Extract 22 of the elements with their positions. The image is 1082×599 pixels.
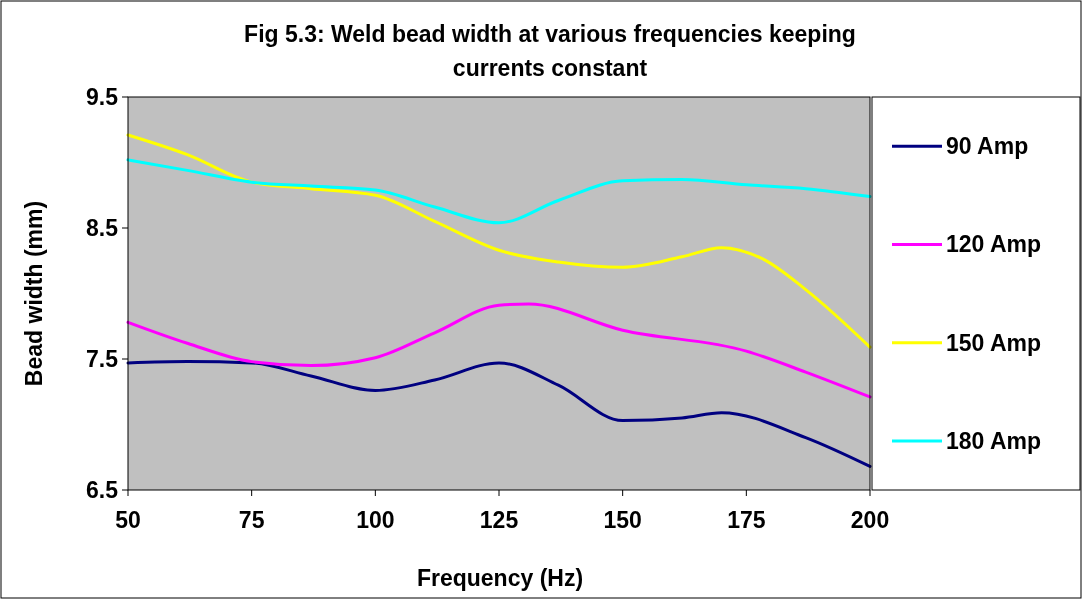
y-tick-label: 9.5	[86, 84, 119, 111]
x-axis-title: Frequency (Hz)	[416, 565, 584, 591]
x-tick-label: 125	[479, 507, 519, 533]
y-tick-label: 6.5	[86, 477, 119, 504]
x-tick-label: 100	[356, 507, 395, 533]
y-tick-label: 8.5	[86, 215, 119, 242]
x-tick-label: 75	[238, 507, 265, 533]
line-series	[126, 133, 872, 349]
legend-label: 150 Amp	[946, 329, 1042, 356]
chart-title: Fig 5.3: Weld bead width at various frequencies keeping currents constant	[244, 21, 856, 81]
x-tick-label: 200	[850, 507, 890, 533]
line-series	[126, 360, 872, 468]
x-tick-label: 175	[727, 507, 766, 533]
y-tick-label: 7.5	[86, 346, 119, 373]
legend-label: 180 Amp	[946, 427, 1042, 454]
x-tick-label: 150	[603, 507, 642, 533]
legend-label: 90 Amp	[946, 133, 1029, 160]
line-series	[126, 302, 872, 399]
y-axis-title: Bead width (mm)	[21, 200, 47, 387]
legend-label: 120 Amp	[946, 231, 1042, 258]
x-tick-label: 50	[115, 507, 141, 533]
line-series	[126, 158, 872, 225]
